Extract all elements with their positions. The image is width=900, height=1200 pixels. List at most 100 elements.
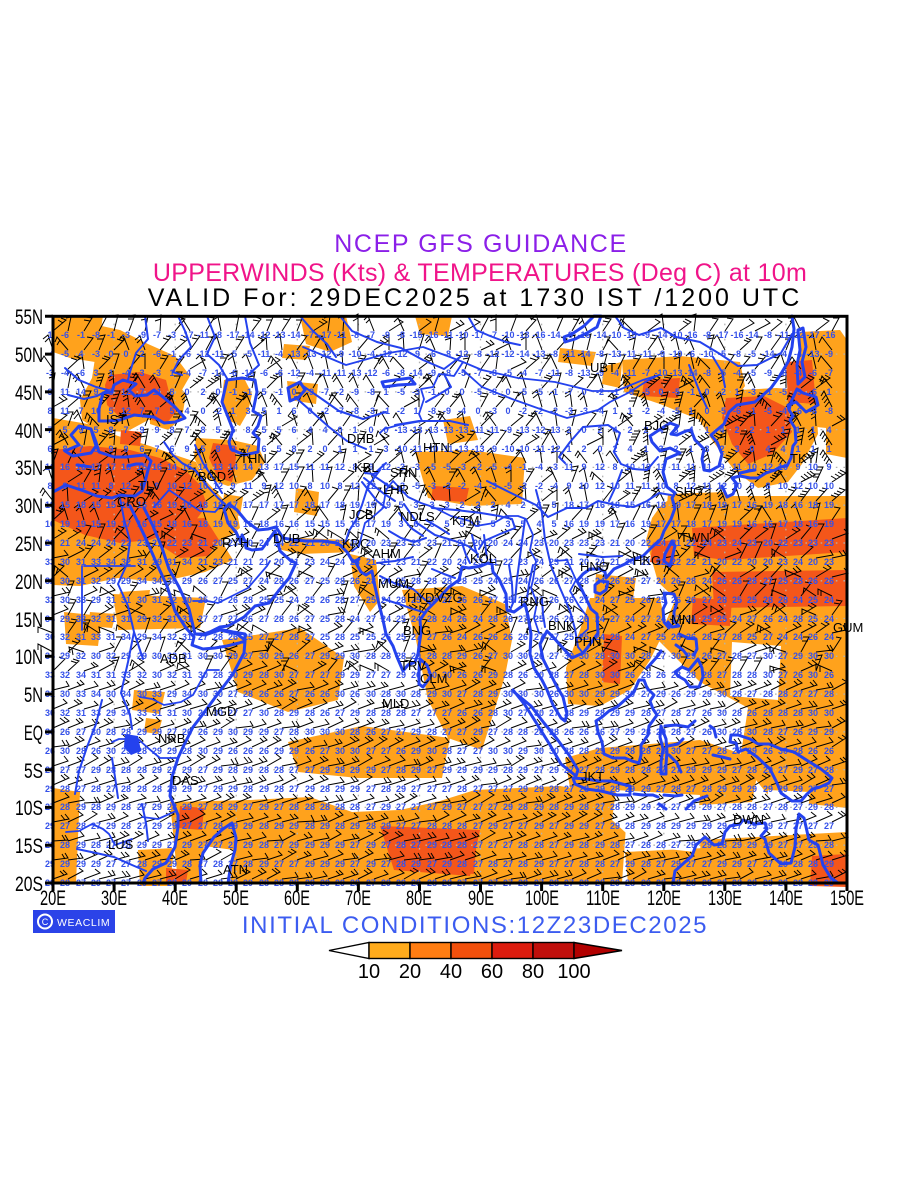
- svg-text:29: 29: [106, 821, 116, 831]
- svg-text:20: 20: [243, 538, 253, 548]
- svg-text:0: 0: [597, 444, 602, 454]
- svg-text:-9: -9: [764, 368, 772, 378]
- svg-text:28: 28: [641, 840, 651, 850]
- svg-text:0: 0: [123, 349, 128, 359]
- svg-text:10: 10: [289, 481, 299, 491]
- svg-text:28: 28: [702, 784, 712, 794]
- svg-text:23: 23: [549, 557, 559, 567]
- svg-text:25: 25: [320, 576, 330, 586]
- svg-text:21: 21: [442, 538, 452, 548]
- svg-text:28: 28: [167, 802, 177, 812]
- svg-text:24: 24: [793, 632, 803, 642]
- svg-text:CLM: CLM: [420, 671, 447, 686]
- svg-text:55N: 55N: [15, 306, 43, 329]
- svg-text:SHG: SHG: [675, 484, 703, 499]
- svg-text:28: 28: [625, 746, 635, 756]
- svg-text:27: 27: [793, 840, 803, 850]
- svg-text:27: 27: [488, 651, 498, 661]
- svg-text:30: 30: [503, 708, 513, 718]
- svg-text:27: 27: [228, 689, 238, 699]
- svg-text:27: 27: [473, 784, 483, 794]
- svg-text:29: 29: [763, 765, 773, 775]
- svg-text:29: 29: [152, 859, 162, 869]
- svg-text:-11: -11: [533, 444, 546, 454]
- svg-text:5: 5: [276, 444, 281, 454]
- svg-text:26: 26: [534, 576, 544, 586]
- svg-text:-2: -2: [718, 387, 726, 397]
- svg-text:20: 20: [717, 557, 727, 567]
- svg-text:ATN: ATN: [223, 862, 248, 877]
- svg-text:32: 32: [167, 670, 177, 680]
- svg-text:12: 12: [686, 481, 696, 491]
- svg-text:18: 18: [305, 500, 315, 510]
- svg-text:27: 27: [198, 784, 208, 794]
- svg-text:25: 25: [503, 595, 513, 605]
- svg-text:IST: IST: [106, 412, 126, 427]
- svg-text:-9: -9: [642, 330, 650, 340]
- svg-text:29: 29: [335, 840, 345, 850]
- svg-text:30: 30: [152, 670, 162, 680]
- svg-text:10: 10: [358, 961, 380, 983]
- svg-text:24: 24: [76, 538, 86, 548]
- svg-text:-13: -13: [577, 368, 590, 378]
- svg-text:-9: -9: [825, 349, 833, 359]
- svg-text:27: 27: [381, 765, 391, 775]
- svg-text:-1: -1: [519, 462, 527, 472]
- svg-text:9: 9: [581, 462, 586, 472]
- svg-text:0: 0: [459, 387, 464, 397]
- svg-text:27: 27: [717, 651, 727, 661]
- svg-text:29: 29: [320, 821, 330, 831]
- svg-text:28: 28: [747, 576, 757, 586]
- svg-text:29: 29: [228, 802, 238, 812]
- svg-text:30: 30: [228, 727, 238, 737]
- svg-text:KTM: KTM: [452, 513, 479, 528]
- svg-text:27: 27: [457, 746, 467, 756]
- svg-text:23: 23: [595, 538, 605, 548]
- svg-text:30: 30: [259, 651, 269, 661]
- svg-text:-9: -9: [443, 406, 451, 416]
- svg-text:29: 29: [167, 689, 177, 699]
- svg-text:-14: -14: [654, 330, 667, 340]
- svg-text:28: 28: [625, 821, 635, 831]
- svg-text:27: 27: [366, 746, 376, 756]
- svg-text:30: 30: [91, 727, 101, 737]
- svg-text:5: 5: [93, 425, 98, 435]
- svg-text:26: 26: [824, 576, 834, 586]
- svg-text:26: 26: [289, 614, 299, 624]
- svg-text:30: 30: [442, 670, 452, 680]
- svg-text:-16: -16: [532, 330, 545, 340]
- svg-text:4: 4: [184, 406, 189, 416]
- svg-text:110E: 110E: [586, 887, 620, 910]
- svg-text:-4: -4: [61, 368, 69, 378]
- svg-text:17: 17: [610, 519, 620, 529]
- svg-text:-7: -7: [367, 330, 375, 340]
- svg-text:26: 26: [411, 670, 421, 680]
- svg-text:28: 28: [305, 802, 315, 812]
- svg-text:8: 8: [245, 425, 250, 435]
- svg-text:27: 27: [778, 821, 788, 831]
- svg-text:1: 1: [566, 444, 571, 454]
- svg-text:-12: -12: [257, 330, 270, 340]
- svg-text:30: 30: [518, 689, 528, 699]
- svg-text:-7: -7: [489, 330, 497, 340]
- svg-text:-12: -12: [547, 444, 560, 454]
- svg-text:12: 12: [350, 481, 360, 491]
- svg-text:27: 27: [243, 802, 253, 812]
- svg-text:28: 28: [778, 689, 788, 699]
- svg-text:26: 26: [702, 708, 712, 718]
- svg-text:-8: -8: [367, 387, 375, 397]
- svg-text:26: 26: [366, 727, 376, 737]
- svg-text:23: 23: [427, 538, 437, 548]
- svg-text:27: 27: [411, 840, 421, 850]
- svg-text:2: 2: [749, 425, 754, 435]
- svg-text:26: 26: [686, 595, 696, 605]
- svg-text:28: 28: [76, 746, 86, 756]
- svg-text:-5: -5: [764, 406, 772, 416]
- svg-text:22: 22: [289, 538, 299, 548]
- svg-text:31: 31: [182, 670, 192, 680]
- svg-text:27: 27: [259, 632, 269, 642]
- svg-text:27: 27: [213, 614, 223, 624]
- svg-text:27: 27: [427, 859, 437, 869]
- svg-text:-14: -14: [684, 368, 697, 378]
- svg-text:0: 0: [200, 406, 205, 416]
